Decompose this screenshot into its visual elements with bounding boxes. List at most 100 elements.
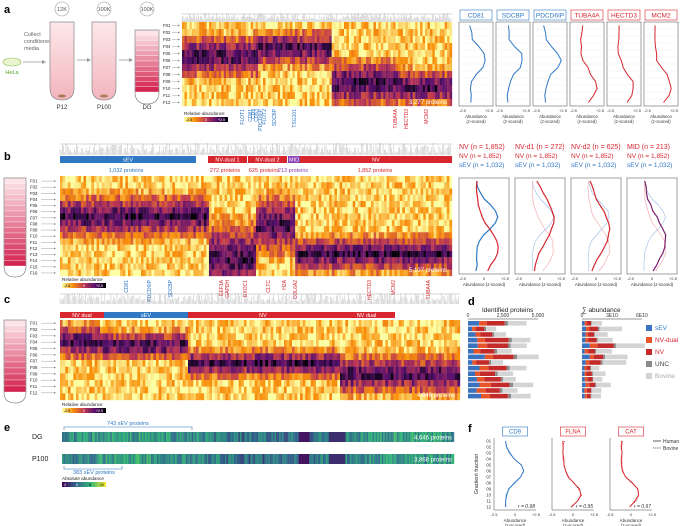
heatmap-cell <box>395 64 399 72</box>
heatmap-cell <box>188 219 191 227</box>
heatmap-cell <box>275 22 278 30</box>
heatmap-cell <box>339 201 343 208</box>
heatmap-cell <box>313 182 317 189</box>
heatmap-cell <box>441 176 445 183</box>
heatmap-cell <box>224 257 228 264</box>
heatmap-cell <box>397 182 400 189</box>
heatmap-cell <box>133 207 136 214</box>
heatmap-cell <box>236 29 239 37</box>
heatmap-cell <box>101 219 105 227</box>
heatmap-cell <box>398 71 401 79</box>
heatmap-cell <box>99 263 102 270</box>
heatmap-cell <box>326 36 330 44</box>
heatmap-cell <box>385 36 389 44</box>
heatmap-cell <box>352 182 356 189</box>
heatmap-cell <box>148 263 152 270</box>
heatmap-cell <box>211 201 215 208</box>
heatmap-cell <box>302 71 305 79</box>
colorbar-a <box>184 117 228 122</box>
marker-label: TUBA4A <box>426 279 432 299</box>
heatmap-cell <box>444 64 448 72</box>
heatmap-cell <box>356 99 359 107</box>
heatmap-cell <box>214 251 217 258</box>
heatmap-cell <box>303 232 306 239</box>
heatmap-cell <box>188 213 191 220</box>
heatmap-cell <box>290 50 293 58</box>
heatmap-cell <box>141 226 144 233</box>
heatmap-cell <box>120 207 123 214</box>
heatmap-cell <box>203 213 207 220</box>
fraction-label: F07 <box>163 65 171 70</box>
heatmap-cell <box>336 43 340 51</box>
heatmap-cell <box>394 194 398 202</box>
heatmap-cell <box>265 29 269 37</box>
heatmap-cell <box>184 22 188 30</box>
heatmap-cell <box>355 269 359 277</box>
heatmap-cell <box>429 57 433 65</box>
heatmap-cell <box>399 232 403 239</box>
profile-title-box <box>533 9 567 21</box>
heatmap-cell <box>185 201 189 208</box>
heatmap-cell <box>138 232 142 239</box>
heatmap-cell <box>112 232 116 239</box>
heatmap-cell <box>190 213 194 220</box>
marker-label: FLOT2 <box>262 109 268 125</box>
heatmap-cell <box>112 182 116 189</box>
heatmap-cell <box>295 269 298 277</box>
heatmap-cell <box>444 263 447 270</box>
heatmap-cell <box>350 238 353 245</box>
speed-circle-icon <box>139 1 155 17</box>
heatmap-cell <box>310 176 314 183</box>
heatmap-cell <box>371 50 374 58</box>
heatmap-cell <box>65 238 68 245</box>
heatmap-cell <box>444 176 447 183</box>
heatmap-cell <box>272 50 276 58</box>
heatmap-cell <box>375 57 379 65</box>
heatmap-cell <box>310 257 314 264</box>
heatmap-cell <box>300 251 304 258</box>
heatmap-cell <box>304 64 308 72</box>
heatmap-cell <box>357 194 361 202</box>
heatmap-cell <box>78 251 82 258</box>
heatmap-cell <box>80 238 84 245</box>
heatmap-cell <box>228 64 232 72</box>
heatmap-cell <box>73 176 76 183</box>
heatmap-cell <box>342 232 345 239</box>
heatmap-cell <box>272 22 276 30</box>
heatmap-cell <box>198 213 202 220</box>
heatmap-cell <box>248 43 251 51</box>
heatmap-cell <box>433 263 437 270</box>
heatmap-cell <box>350 232 353 239</box>
heatmap-cell <box>356 64 359 72</box>
heatmap-cell <box>107 188 110 195</box>
heatmap-cell <box>290 64 293 72</box>
heatmap-cell <box>201 64 205 72</box>
heatmap-cell <box>389 238 393 245</box>
heatmap-cell <box>341 50 345 58</box>
heatmap-cell <box>223 22 227 30</box>
heatmap-cell <box>407 232 411 239</box>
heatmap-cell <box>423 226 427 233</box>
heatmap-cell <box>312 85 315 93</box>
heatmap-cell <box>351 92 354 100</box>
heatmap-cell <box>272 92 276 100</box>
heatmap-cell <box>336 50 340 58</box>
heatmap-cell <box>305 244 309 252</box>
heatmap-cell <box>287 219 291 227</box>
heatmap-cell <box>415 43 418 51</box>
heatmap-cell <box>429 99 433 107</box>
heatmap-cell <box>221 29 224 37</box>
heatmap-cell <box>237 188 241 195</box>
heatmap-cell <box>242 232 246 239</box>
heatmap-cell <box>237 244 241 252</box>
heatmap-cell <box>449 188 453 195</box>
heatmap-cell <box>99 188 102 195</box>
heatmap-cell <box>182 36 185 44</box>
heatmap-cell <box>366 43 369 51</box>
heatmap-cell <box>271 194 275 202</box>
heatmap-cell <box>266 244 270 252</box>
heatmap-cell <box>410 43 413 51</box>
heatmap-cell <box>339 244 343 252</box>
heatmap-cell <box>65 232 68 239</box>
heatmap-cell <box>62 182 66 189</box>
